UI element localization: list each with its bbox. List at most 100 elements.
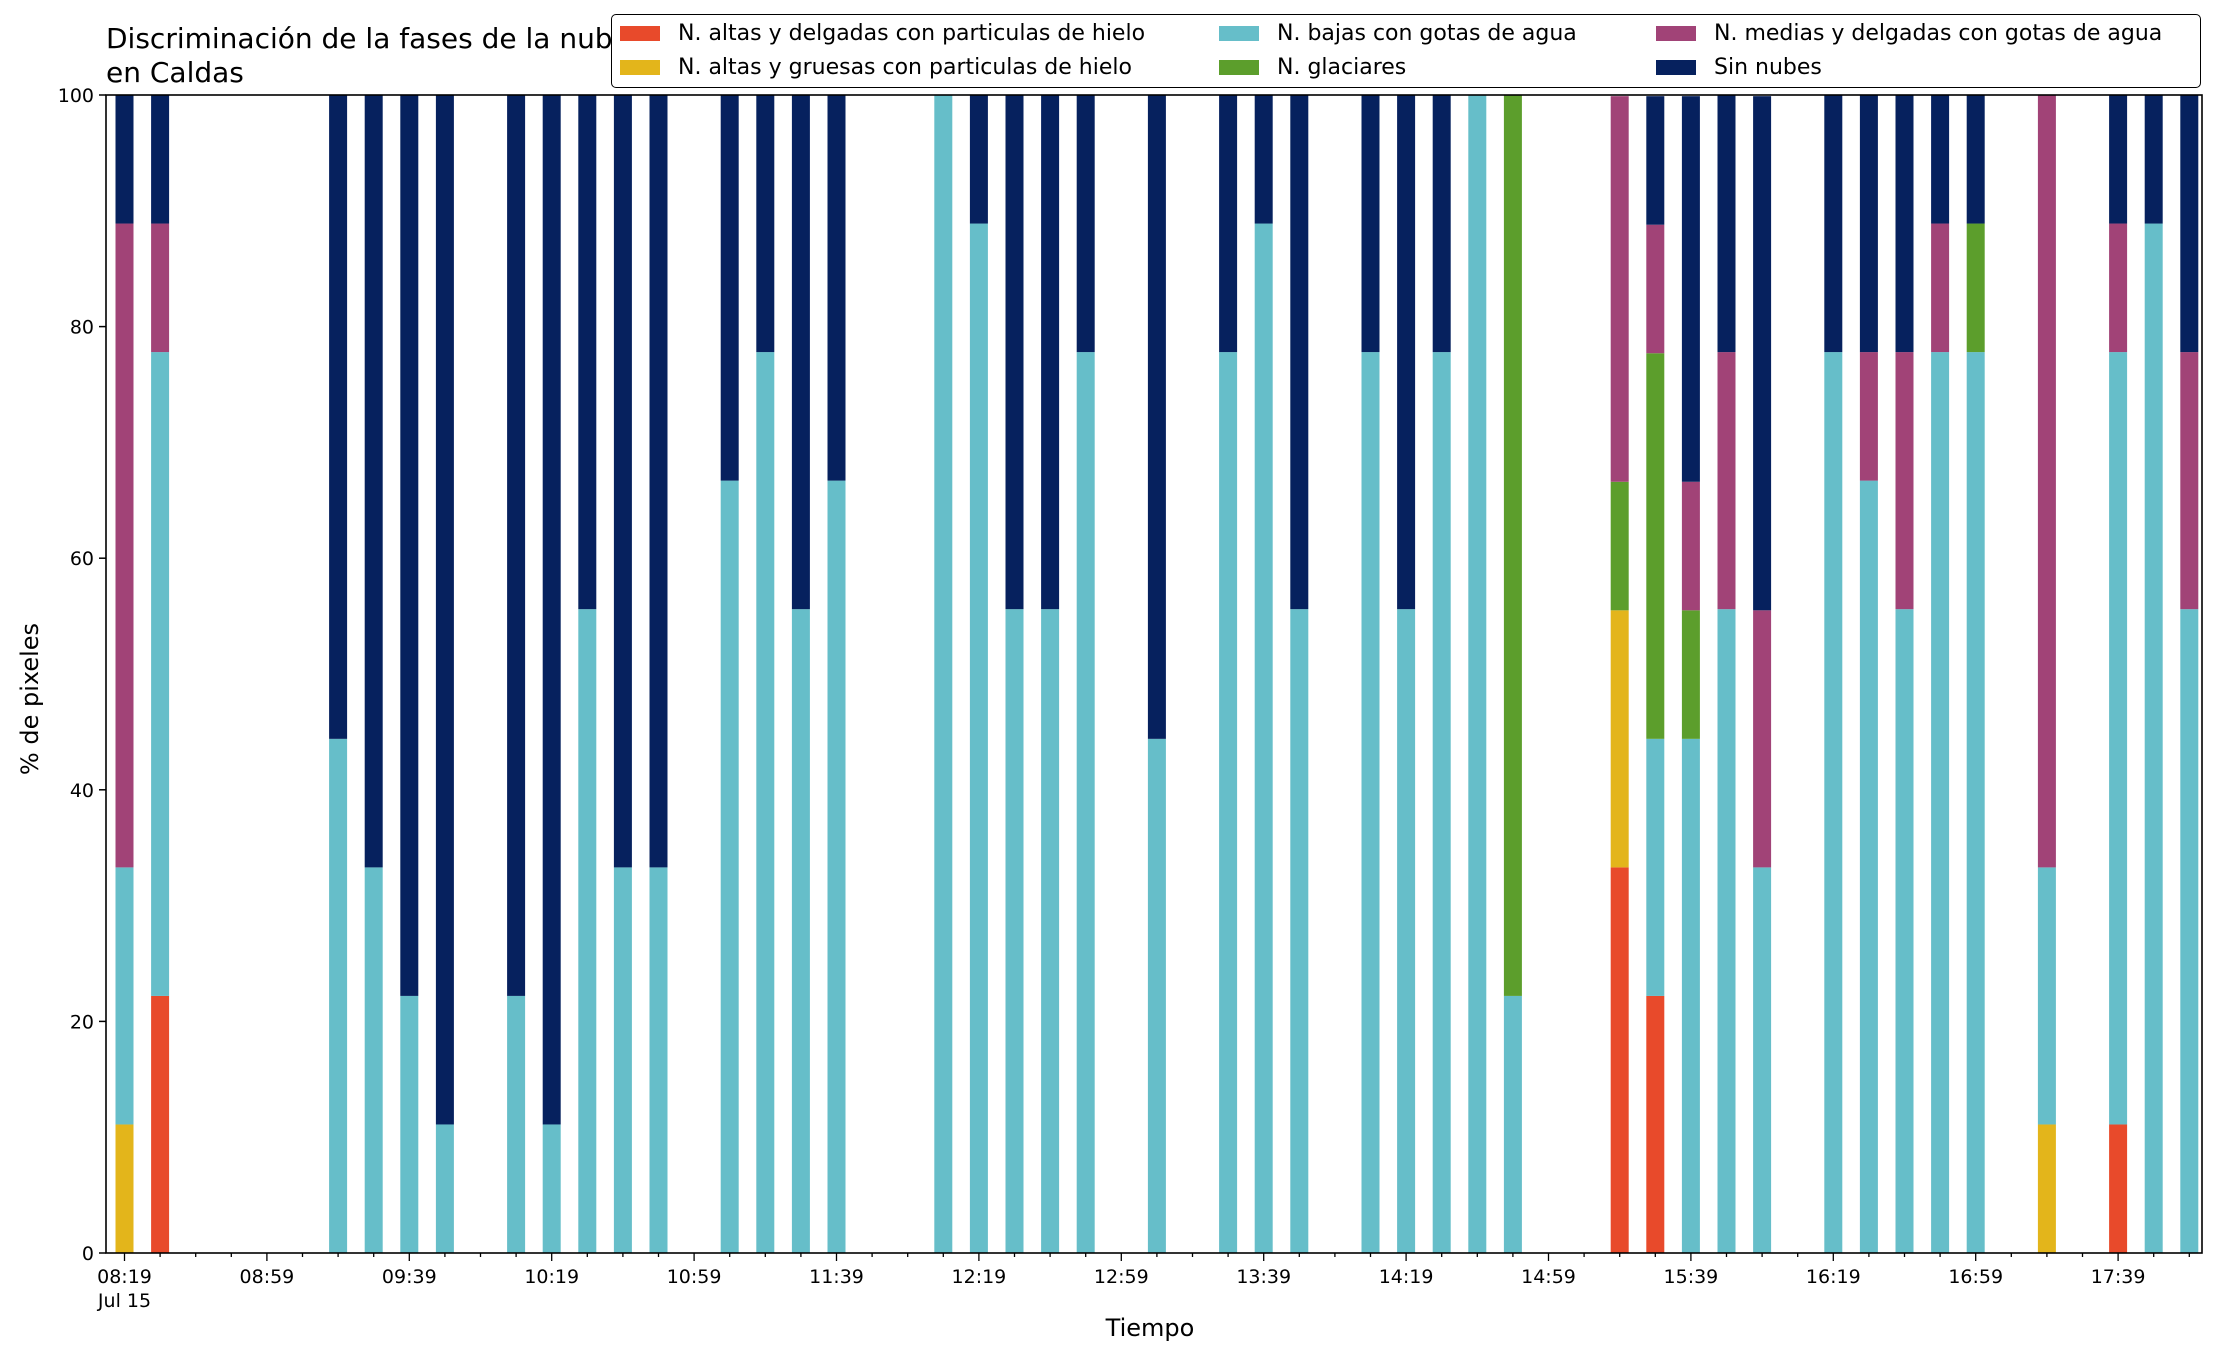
- x-tick-label: 08:19: [97, 1266, 152, 1288]
- bar-segment: [1646, 224, 1665, 354]
- bar-segment: [1717, 609, 1736, 1253]
- bar-segment: [2180, 609, 2199, 1253]
- x-tick-label: 13:39: [1236, 1266, 1291, 1288]
- bar-segment: [151, 995, 170, 1253]
- bar-segment: [542, 1124, 561, 1253]
- bar-segment: [1041, 95, 1060, 610]
- bars-layer: [115, 95, 2199, 1254]
- bar-segment: [2144, 95, 2163, 224]
- bar-segment: [1005, 609, 1024, 1253]
- bar-segment: [756, 352, 775, 1254]
- bar-segment: [1753, 867, 1772, 1253]
- bar-segment: [1610, 610, 1629, 868]
- x-tick-label: 14:59: [1521, 1266, 1576, 1288]
- legend-swatch: [620, 60, 660, 75]
- x-tick-label: 10:19: [524, 1266, 579, 1288]
- legend-label: N. altas y gruesas con particulas de hie…: [678, 55, 1132, 80]
- bar-segment: [2037, 1124, 2056, 1253]
- legend-swatch: [1219, 60, 1259, 75]
- bar-segment: [969, 95, 988, 224]
- bar-segment: [578, 95, 597, 610]
- bar-segment: [827, 95, 846, 481]
- bar-segment: [1290, 609, 1309, 1253]
- bar-segment: [115, 223, 134, 868]
- bar-segment: [151, 223, 170, 353]
- bar-segment: [2037, 95, 2056, 868]
- bar-segment: [2144, 223, 2163, 1253]
- bar-segment: [400, 95, 419, 996]
- bar-segment: [1361, 95, 1380, 353]
- bar-segment: [115, 1124, 134, 1253]
- legend-swatch: [1656, 60, 1696, 75]
- bar-segment: [329, 95, 348, 739]
- bar-segment: [2180, 95, 2199, 353]
- bar-segment: [1895, 609, 1914, 1253]
- y-tick-label: 40: [70, 780, 94, 802]
- x-tick-label: 16:59: [1948, 1266, 2003, 1288]
- bar-segment: [1646, 353, 1665, 739]
- bar-segment: [1503, 95, 1522, 996]
- bar-segment: [115, 95, 134, 224]
- x-tick-label: 11:39: [809, 1266, 864, 1288]
- bar-segment: [1005, 95, 1024, 610]
- bar-segment: [151, 95, 170, 224]
- legend-swatch: [620, 26, 660, 41]
- bar-segment: [1503, 995, 1522, 1253]
- x-tick-label: 14:19: [1379, 1266, 1434, 1288]
- legend-label: N. altas y delgadas con particulas de hi…: [678, 21, 1146, 46]
- x-tick-label: 17:39: [2091, 1266, 2146, 1288]
- bar-segment: [613, 95, 632, 868]
- x-tick-label: 09:39: [382, 1266, 437, 1288]
- bar-segment: [1824, 352, 1843, 1254]
- bar-segment: [1931, 223, 1950, 353]
- bar-segment: [1147, 738, 1166, 1253]
- bar-segment: [1254, 95, 1273, 224]
- bar-segment: [1041, 609, 1060, 1253]
- y-tick-label: 100: [58, 85, 94, 107]
- bar-segment: [1931, 352, 1950, 1254]
- legend-label: N. glaciares: [1277, 55, 1407, 80]
- y-axis-label-wrap: % de pixeles: [10, 600, 50, 800]
- x-axis-label: Tiempo: [1105, 1314, 1195, 1342]
- y-axis: 0 20 40 60 80 100: [58, 85, 106, 1265]
- bar-segment: [1468, 95, 1487, 1253]
- bar-segment: [649, 867, 668, 1253]
- chart-title: Discriminación de la fases de la nube en…: [106, 22, 630, 89]
- legend: N. altas y delgadas con particulas de hi…: [611, 14, 2201, 88]
- bar-segment: [1219, 95, 1238, 353]
- bar-segment: [1290, 95, 1309, 610]
- bar-segment: [1895, 352, 1914, 610]
- bar-segment: [507, 995, 526, 1253]
- bar-segment: [1432, 352, 1451, 1254]
- bar-segment: [969, 223, 988, 1253]
- legend-item-bajas: N. bajas con gotas de agua: [1219, 21, 1577, 46]
- bar-segment: [329, 738, 348, 1253]
- bar-segment: [756, 95, 775, 353]
- bar-segment: [1219, 352, 1238, 1254]
- legend-label: Sin nubes: [1714, 55, 1822, 80]
- y-tick-label: 0: [82, 1243, 94, 1265]
- bar-segment: [2037, 867, 2056, 1125]
- bar-segment: [1717, 352, 1736, 610]
- bar-segment: [791, 609, 810, 1253]
- legend-swatch: [1656, 26, 1696, 41]
- bar-segment: [1681, 738, 1700, 1253]
- bar-segment: [1646, 96, 1665, 225]
- bar-segment: [364, 95, 383, 868]
- bar-segment: [1610, 867, 1629, 1253]
- bar-segment: [1610, 96, 1629, 482]
- bar-segment: [1824, 95, 1843, 353]
- bar-segment: [1610, 481, 1629, 611]
- bar-segment: [2109, 223, 2128, 353]
- bar-segment: [649, 95, 668, 868]
- x-tick-sublabel: Jul 15: [97, 1290, 151, 1312]
- legend-item-altas-delgadas: N. altas y delgadas con particulas de hi…: [620, 21, 1145, 46]
- bar-segment: [827, 480, 846, 1253]
- bar-segment: [1859, 480, 1878, 1253]
- y-tick-label: 20: [70, 1011, 94, 1033]
- bar-segment: [2109, 95, 2128, 224]
- bar-segment: [400, 995, 419, 1253]
- bar-segment: [1681, 481, 1700, 611]
